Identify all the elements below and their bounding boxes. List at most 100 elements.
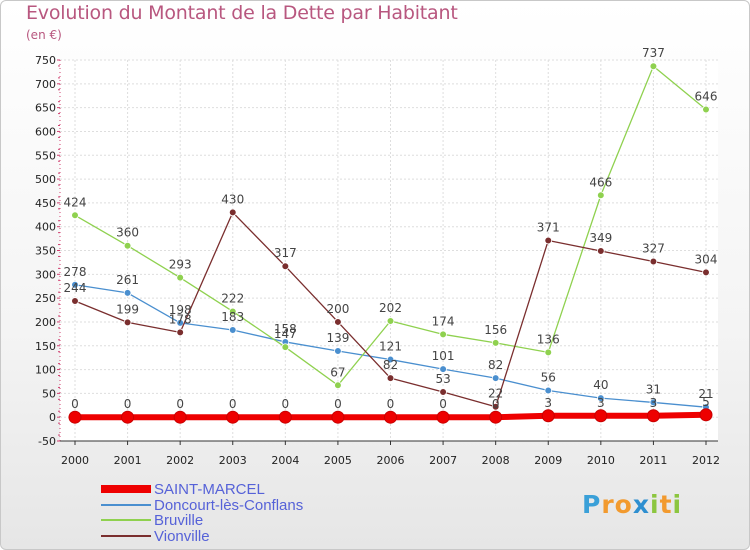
y-tick-label: -50 [38, 435, 56, 448]
data-label: 371 [537, 220, 560, 234]
axes: -500501001502002503003504004505005506006… [35, 54, 720, 467]
data-point [334, 347, 342, 355]
data-point [541, 409, 555, 423]
data-label: 56 [541, 371, 556, 385]
x-tick-label: 2005 [324, 454, 352, 467]
data-label: 200 [326, 302, 349, 316]
logo-letter: i [650, 490, 660, 519]
data-label: 244 [64, 281, 87, 295]
y-tick-label: 300 [35, 268, 56, 281]
data-label: 327 [642, 241, 665, 255]
y-tick-label: 400 [35, 221, 56, 234]
data-label: 147 [274, 327, 297, 341]
data-label: 121 [379, 340, 402, 354]
data-label: 304 [695, 252, 718, 266]
data-label: 466 [589, 175, 612, 189]
x-tick-label: 2000 [61, 454, 89, 467]
data-label: 202 [379, 301, 402, 315]
y-tick-label: 750 [35, 54, 56, 67]
data-point [176, 273, 184, 282]
data-point [702, 105, 710, 114]
logo-letter: i [672, 490, 683, 519]
data-point [439, 365, 447, 373]
y-tick-label: 200 [35, 316, 56, 329]
data-point [71, 211, 79, 220]
data-point [71, 280, 79, 289]
data-point [491, 339, 500, 347]
data-label: 222 [221, 291, 244, 305]
x-tick-label: 2012 [692, 454, 720, 467]
x-tick-label: 2001 [114, 454, 142, 467]
data-label: 158 [274, 322, 297, 336]
x-tick-label: 2011 [639, 454, 667, 467]
data-point [386, 317, 395, 325]
data-point [123, 289, 132, 297]
data-label: 0 [334, 397, 342, 411]
data-label: 21 [698, 387, 713, 401]
data-point [386, 355, 395, 364]
data-point [334, 318, 342, 326]
x-tick-label: 2010 [587, 454, 615, 467]
x-tick-label: 2003 [219, 454, 247, 467]
data-label: 82 [383, 358, 398, 372]
data-point [281, 343, 290, 351]
data-point [439, 388, 447, 396]
data-label: 0 [439, 397, 447, 411]
data-point [597, 394, 605, 402]
data-point [176, 328, 184, 337]
data-label: 199 [116, 302, 139, 316]
data-point [544, 236, 553, 245]
data-label: 737 [642, 46, 665, 60]
x-tick-label: 2006 [377, 454, 405, 467]
data-point [281, 262, 290, 271]
data-label: 67 [330, 365, 345, 379]
logo-letter: t [659, 490, 673, 519]
data-point [597, 247, 605, 255]
data-label: 3 [544, 396, 552, 410]
chart-title: Evolution du Montant de la Dette par Hab… [26, 2, 458, 24]
data-point [228, 208, 237, 217]
chart-unit-label: (en €) [26, 28, 62, 42]
data-point [228, 307, 237, 316]
data-label: 31 [646, 382, 661, 396]
y-tick-label: 50 [42, 387, 56, 400]
y-tick-label: 650 [35, 102, 56, 115]
y-tick-label: 450 [35, 197, 56, 210]
legend: SAINT-MARCELDoncourt-lès-ConflansBruvill… [101, 481, 303, 545]
data-point [384, 410, 397, 424]
data-point [594, 409, 608, 423]
data-label: 317 [274, 246, 297, 260]
data-label: 156 [484, 323, 507, 337]
data-point [228, 326, 237, 334]
data-point [649, 398, 658, 407]
data-point [226, 410, 240, 424]
data-label: 0 [282, 397, 290, 411]
data-point [544, 386, 553, 395]
data-point [436, 410, 450, 424]
data-label: 261 [116, 273, 139, 287]
data-label: 183 [221, 310, 244, 324]
y-tick-label: 350 [35, 245, 56, 258]
data-label: 174 [432, 314, 455, 328]
data-label: 0 [492, 397, 500, 411]
y-tick-label: 250 [35, 292, 56, 305]
data-label: 0 [124, 397, 132, 411]
data-point [491, 374, 500, 382]
data-point [121, 410, 135, 424]
y-tick-label: 500 [35, 173, 56, 186]
legend-entry: SAINT-MARCEL [154, 481, 265, 498]
data-label: 0 [71, 397, 79, 411]
x-tick-label: 2004 [271, 454, 299, 467]
y-tick-label: 700 [35, 78, 56, 91]
legend-entry: Vionville [154, 528, 210, 545]
data-point [439, 330, 447, 339]
x-tick-label: 2002 [166, 454, 194, 467]
data-label: 349 [589, 231, 612, 245]
x-tick-label: 2009 [534, 454, 562, 467]
data-label: 139 [326, 331, 349, 345]
data-label: 278 [64, 265, 87, 279]
data-point [489, 410, 503, 424]
data-label: 0 [229, 397, 237, 411]
logo-letter: o [614, 490, 633, 519]
